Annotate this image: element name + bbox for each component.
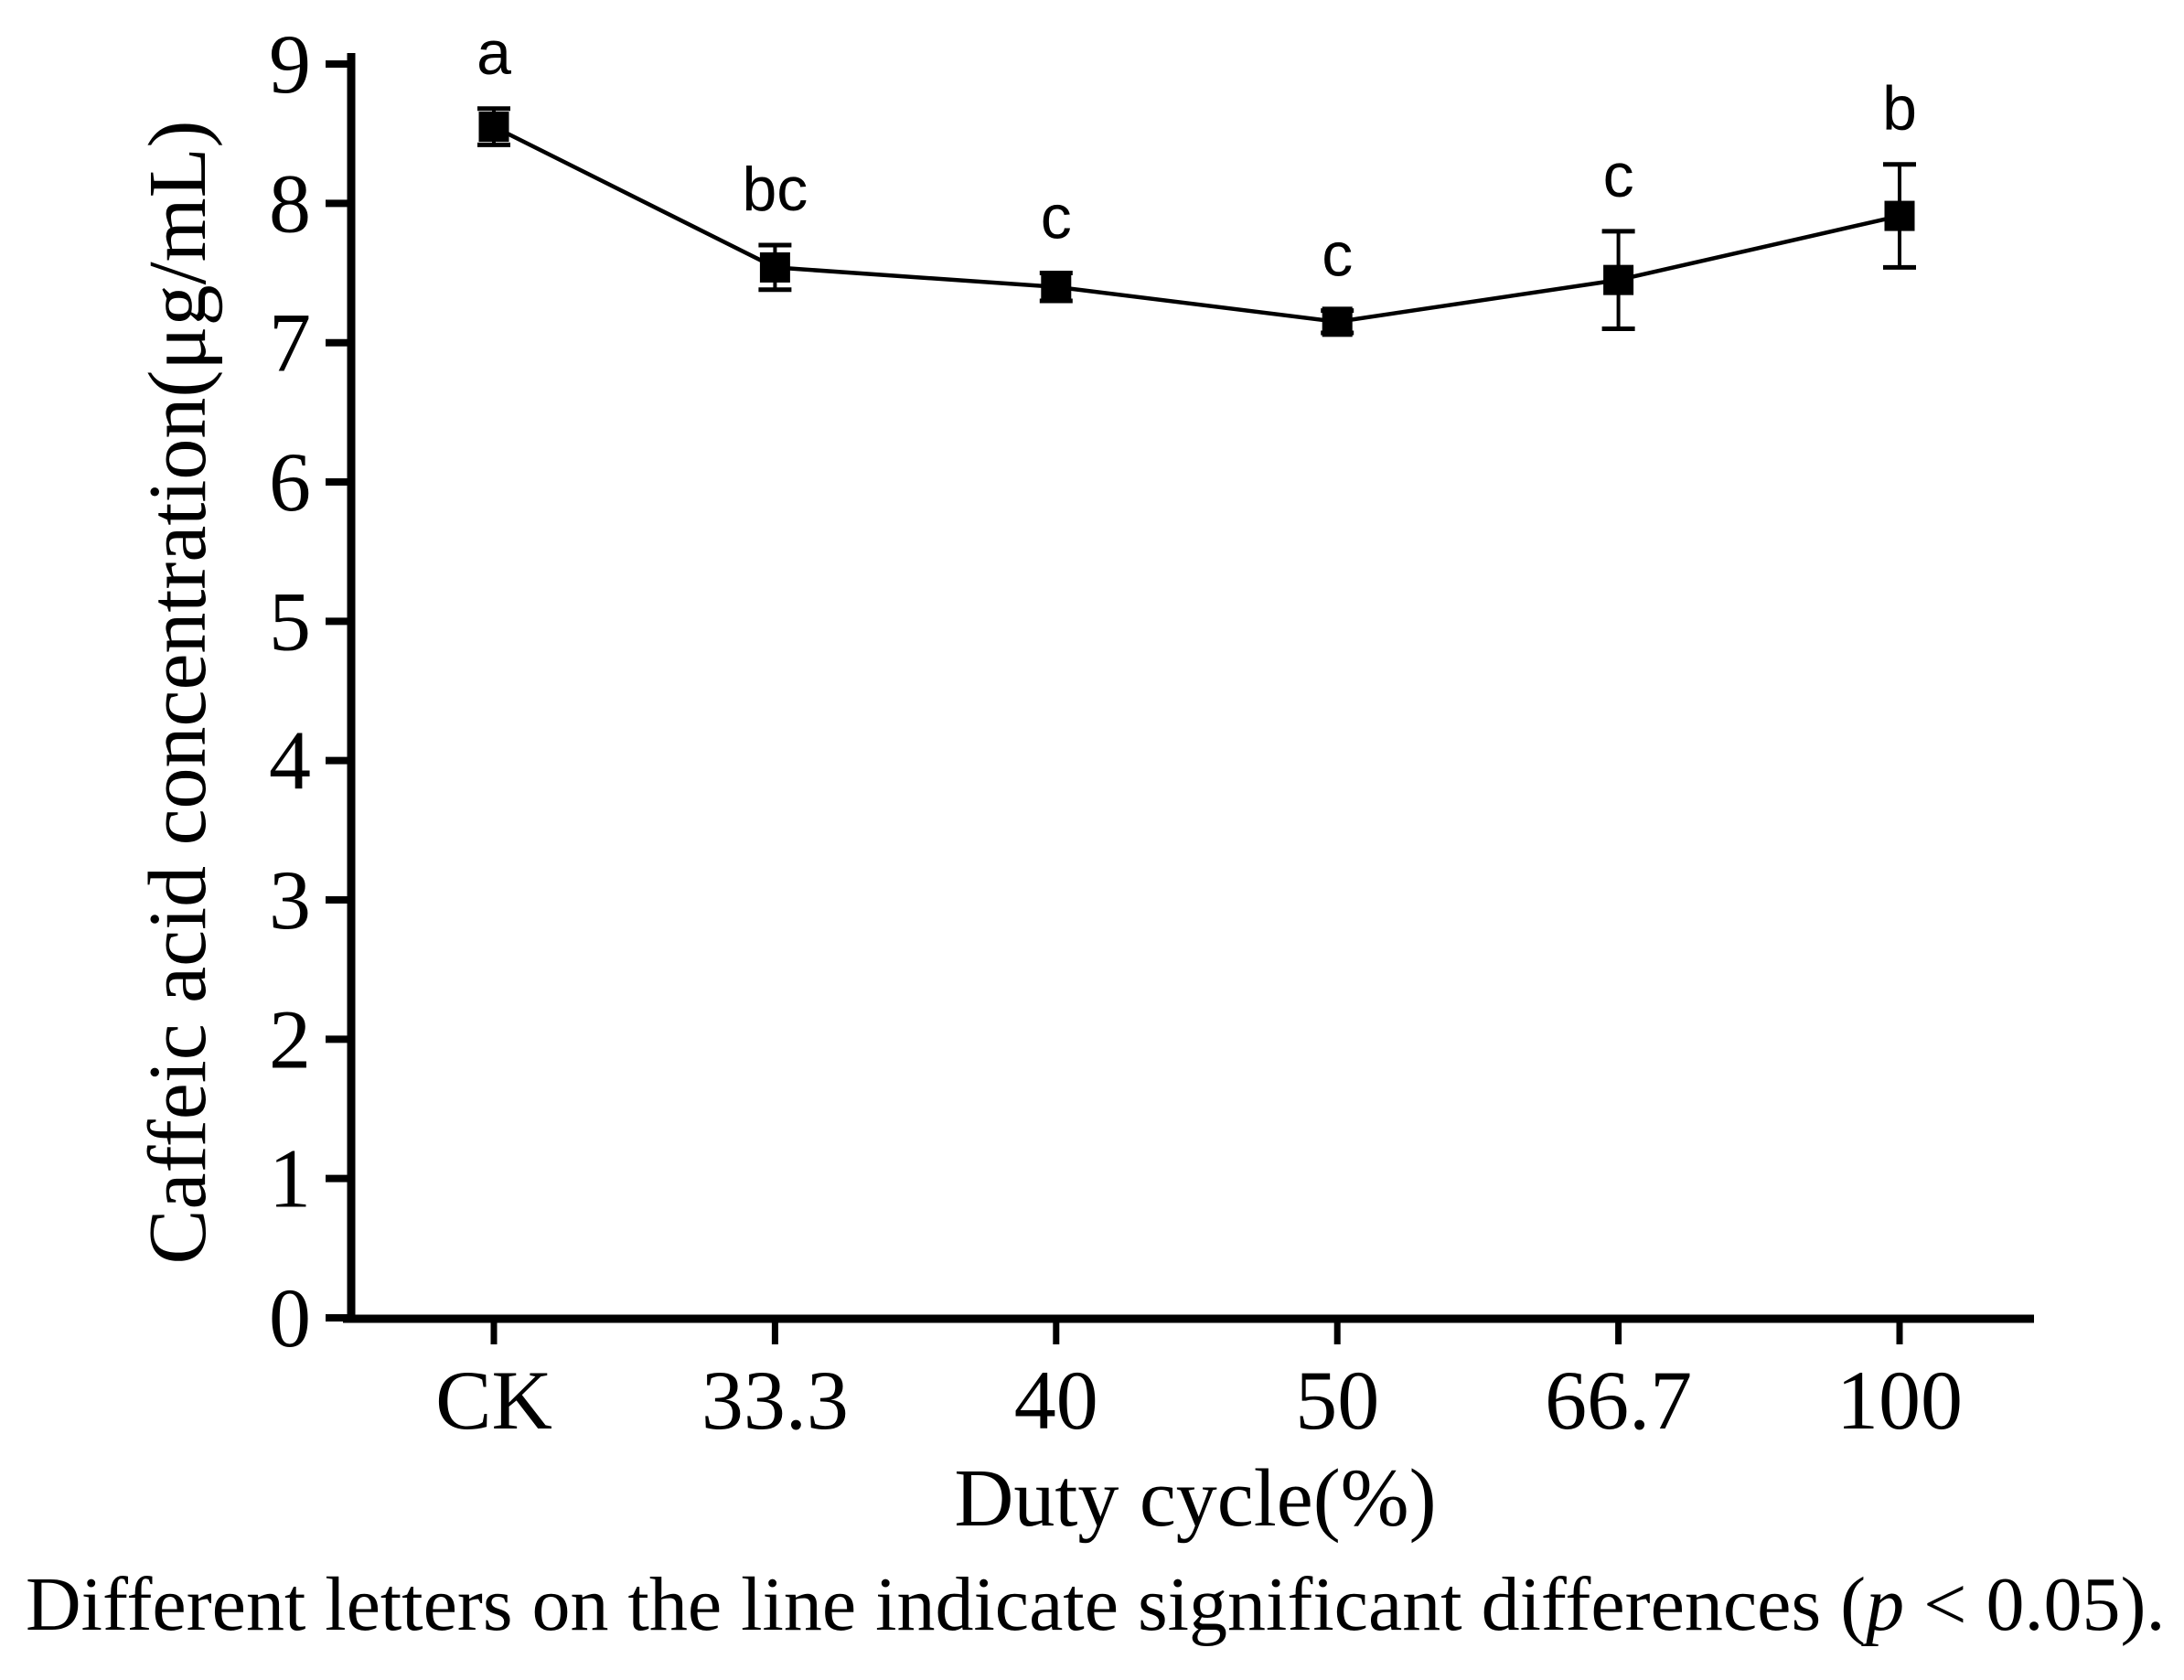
significance-letter: c: [1322, 220, 1353, 290]
significance-letter: a: [476, 18, 511, 88]
x-tick-label: 66.7: [1545, 1354, 1692, 1447]
x-tick-label: 33.3: [701, 1354, 849, 1447]
square-marker: [478, 112, 509, 143]
significance-letter: c: [1603, 141, 1634, 210]
square-marker: [1884, 200, 1915, 231]
square-marker: [1041, 272, 1072, 303]
x-tick-label: 50: [1295, 1354, 1379, 1447]
data-point-group: bc: [742, 155, 808, 293]
y-tick-label: 8: [269, 156, 311, 250]
significance-letter: b: [1882, 74, 1917, 144]
y-tick-label: 3: [269, 853, 311, 947]
axes-layer: 0 1 2 3 4 5 6 7 8 9 CK 33.3 40 50 66.7 100: [269, 17, 2034, 1447]
data-point-group: c: [1039, 183, 1073, 304]
significance-letter: bc: [742, 155, 808, 224]
x-tick-label: 40: [1014, 1354, 1098, 1447]
y-tick-label: 9: [269, 17, 311, 111]
square-marker: [1322, 306, 1353, 337]
x-tick-label: 100: [1836, 1354, 1963, 1447]
y-tick-label: 5: [269, 574, 311, 668]
square-marker: [1603, 264, 1634, 295]
y-axis-title: Caffeic acid concentration(μg/mL): [133, 120, 223, 1264]
y-tick-label: 7: [269, 296, 311, 390]
y-tick-label: 0: [269, 1271, 311, 1364]
data-point-group: c: [1321, 220, 1354, 337]
y-tick-label: 4: [269, 714, 311, 808]
data-point-group: b: [1882, 74, 1917, 270]
caption-prefix: Different letters on the line indicate s…: [26, 1562, 1866, 1647]
significance-letter: c: [1041, 183, 1072, 252]
y-tick-label: 1: [269, 1132, 311, 1225]
series-line: [492, 124, 1900, 325]
square-marker: [759, 251, 790, 283]
caption-p-variable: p: [1861, 1562, 1904, 1647]
figure-caption: Different letters on the line indicate s…: [26, 1562, 2165, 1647]
data-series-layer: a bc c c c b: [476, 18, 1917, 337]
y-tick-label: 2: [269, 992, 311, 1086]
data-point-group: c: [1601, 141, 1635, 331]
x-axis-title: Duty cycle(%): [954, 1453, 1436, 1544]
x-tick-label: CK: [435, 1354, 552, 1447]
caption-suffix: < 0.05).: [1904, 1562, 2165, 1647]
data-point-group: a: [476, 18, 511, 147]
y-tick-label: 6: [269, 435, 311, 529]
